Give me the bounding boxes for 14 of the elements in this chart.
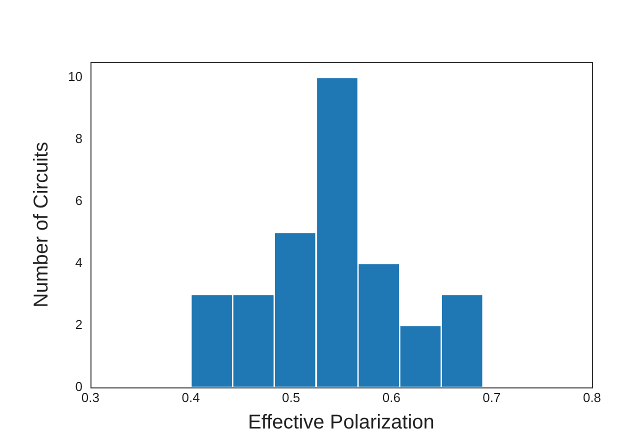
y-tick-label: 8 — [75, 131, 82, 146]
x-tick-label: 0.4 — [182, 390, 200, 405]
y-tick-label: 6 — [75, 193, 82, 208]
y-tick-label: 0 — [75, 378, 82, 394]
x-tick-label: 0.7 — [482, 390, 501, 405]
x-axis-title: Effective Polarization — [248, 412, 434, 434]
x-tick-label: 0.6 — [382, 390, 400, 405]
x-tick-label: 0.8 — [582, 390, 602, 405]
x-tick-label: 0.3 — [81, 390, 100, 405]
y-axis-title: Number of Circuits — [30, 142, 53, 308]
x-tick-label: 0.5 — [282, 390, 300, 405]
y-tick-label: 4 — [75, 255, 82, 270]
y-tick-label: 10 — [68, 69, 82, 84]
y-tick-label: 2 — [75, 316, 82, 332]
